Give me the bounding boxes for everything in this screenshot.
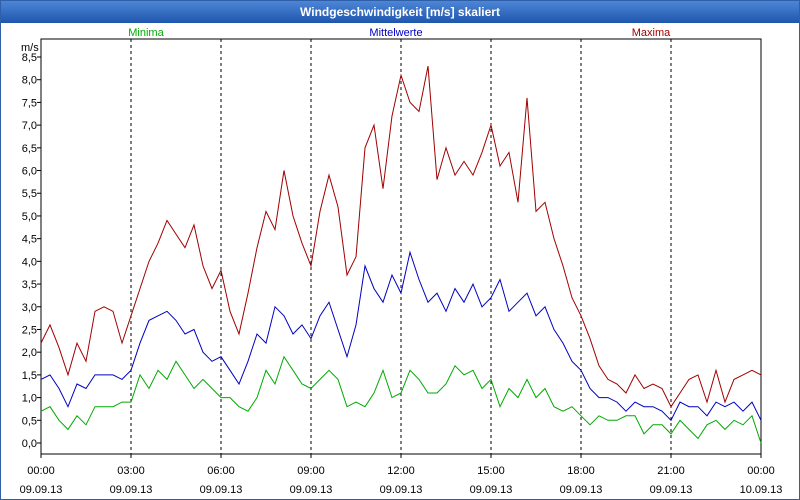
y-tick-label: 5,5 (22, 188, 37, 200)
y-tick-label: 2,5 (22, 324, 37, 336)
y-tick-label: 1,5 (22, 370, 37, 382)
x-tick-label-time: 03:00 (117, 465, 145, 477)
y-tick-label: 6,0 (22, 166, 37, 178)
y-tick-label: 8,5 (22, 52, 37, 64)
series-line-mittelwerte (40, 250, 762, 422)
legend-mittelwerte: Mittelwerte (369, 27, 422, 39)
y-tick-label: 6,5 (22, 143, 37, 155)
x-tick-label-date: 09.09.13 (650, 484, 693, 496)
x-tick-label-time: 21:00 (657, 465, 685, 477)
legend-maxima: Maxima (632, 27, 671, 39)
x-tick-label-date: 09.09.13 (380, 484, 423, 496)
y-tick-label: 2,0 (22, 347, 37, 359)
legend-minima: Minima (128, 27, 164, 39)
wind-speed-chart: 00:00 09.09.13 03:00 09.09.13 06:00 09.09.13 0… (20, 27, 783, 496)
y-tick-label: 7,0 (22, 120, 37, 132)
y-tick-label: 1,0 (22, 393, 37, 405)
x-tick-label-time: 12:00 (387, 465, 415, 477)
series-line-minima (40, 355, 762, 444)
y-axis-label: m/s (21, 42, 39, 54)
x-tick-label-date: 09.09.13 (110, 484, 153, 496)
x-tick-label-date: 09.09.13 (200, 484, 243, 496)
window-title: Windgeschwindigkeit [m/s] skaliert (1, 1, 799, 23)
x-tick-label-time: 18:00 (567, 465, 595, 477)
x-tick-label-time: 15:00 (477, 465, 505, 477)
x-tick-label-time: 00:00 (27, 465, 55, 477)
y-tick-label: 4,5 (22, 234, 37, 246)
x-tick-label-date: 10.09.13 (740, 484, 783, 496)
y-tick-label: 0,0 (22, 438, 37, 450)
x-tick-label-date: 09.09.13 (470, 484, 513, 496)
x-tick-label-time: 06:00 (207, 465, 235, 477)
y-tick-label: 0,5 (22, 415, 37, 427)
x-tick-label-date: 09.09.13 (560, 484, 603, 496)
y-tick-label: 4,0 (22, 256, 37, 268)
y-tick-label: 8,0 (22, 75, 37, 87)
x-tick-label-date: 09.09.13 (290, 484, 333, 496)
y-tick-label: 5,0 (22, 211, 37, 223)
y-tick-label: 7,5 (22, 97, 37, 109)
x-tick-label-time: 00:00 (747, 465, 775, 477)
y-tick-label: 3,0 (22, 302, 37, 314)
series-line-maxima (40, 66, 762, 408)
x-tick-label-date: 09.09.13 (20, 484, 63, 496)
x-tick-label-time: 09:00 (297, 465, 325, 477)
y-tick-label: 3,5 (22, 279, 37, 291)
